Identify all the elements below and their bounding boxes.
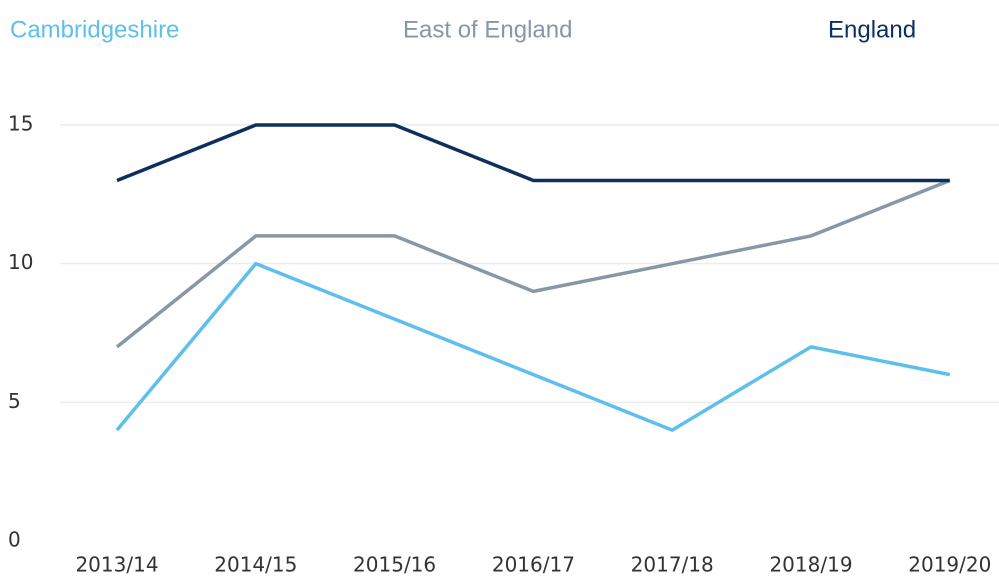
series-line <box>116 123 950 183</box>
x-tick-label: 2014/15 <box>214 553 297 577</box>
x-tick-label: 2017/18 <box>631 553 714 577</box>
x-tick-label: 2015/16 <box>353 553 436 577</box>
series-line <box>115 261 951 432</box>
y-tick-label: 10 <box>8 250 33 274</box>
legend-label: England <box>828 16 916 43</box>
y-tick-label: 15 <box>8 112 33 136</box>
y-tick-label: 0 <box>8 528 21 552</box>
series-line <box>115 178 951 349</box>
x-tick-label: 2018/19 <box>769 553 852 577</box>
y-tick-label: 5 <box>8 389 21 413</box>
x-tick-label: 2019/20 <box>908 553 991 577</box>
x-tick-label: 2013/14 <box>75 553 158 577</box>
legend-label: Cambridgeshire <box>10 16 179 43</box>
legend-label: East of England <box>403 16 572 43</box>
x-tick-label: 2016/17 <box>492 553 575 577</box>
